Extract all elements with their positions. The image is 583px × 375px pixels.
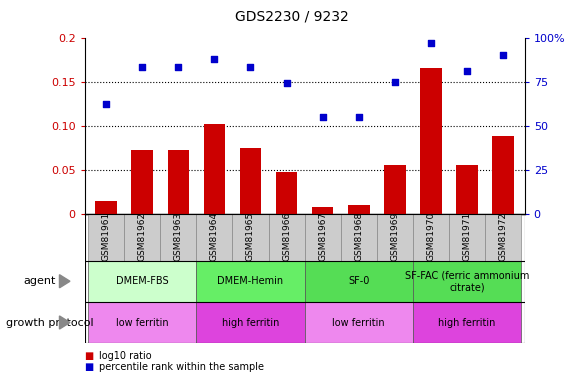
Point — [246, 64, 255, 70]
Point — [282, 80, 292, 86]
Text: GSM81966: GSM81966 — [282, 211, 291, 261]
Point — [426, 40, 436, 46]
Point — [462, 68, 472, 74]
Bar — [131, 150, 153, 214]
Bar — [160, 214, 196, 261]
Point — [101, 102, 111, 108]
Text: GSM81962: GSM81962 — [138, 211, 147, 261]
Text: growth protocol: growth protocol — [6, 318, 93, 327]
Text: ■: ■ — [85, 362, 97, 372]
Bar — [456, 165, 478, 214]
Text: GSM81967: GSM81967 — [318, 211, 327, 261]
Bar — [276, 172, 297, 214]
Text: GSM81965: GSM81965 — [246, 211, 255, 261]
Text: high ferritin: high ferritin — [438, 318, 496, 327]
Text: high ferritin: high ferritin — [222, 318, 279, 327]
Text: GSM81961: GSM81961 — [101, 211, 111, 261]
Bar — [305, 302, 413, 343]
Point — [174, 64, 183, 70]
Bar — [196, 302, 305, 343]
Bar — [305, 214, 340, 261]
Text: GSM81971: GSM81971 — [462, 211, 472, 261]
Point — [390, 79, 399, 85]
Text: GSM81970: GSM81970 — [426, 211, 436, 261]
Bar — [413, 261, 521, 302]
Text: GDS2230 / 9232: GDS2230 / 9232 — [234, 9, 349, 23]
Bar — [449, 214, 485, 261]
Point — [354, 114, 363, 120]
Text: DMEM-Hemin: DMEM-Hemin — [217, 276, 283, 286]
Bar — [413, 302, 521, 343]
Text: GSM81964: GSM81964 — [210, 211, 219, 261]
Bar — [377, 214, 413, 261]
Bar — [203, 124, 225, 214]
Bar — [196, 214, 233, 261]
Point — [210, 56, 219, 62]
Text: percentile rank within the sample: percentile rank within the sample — [99, 362, 264, 372]
Text: ■: ■ — [85, 351, 97, 361]
Bar — [413, 214, 449, 261]
Bar — [340, 214, 377, 261]
Text: low ferritin: low ferritin — [332, 318, 385, 327]
Bar — [88, 302, 196, 343]
Text: GSM81972: GSM81972 — [498, 211, 508, 261]
Bar — [240, 148, 261, 214]
Bar — [196, 261, 305, 302]
Text: SF-0: SF-0 — [348, 276, 370, 286]
Bar — [88, 261, 196, 302]
Bar — [485, 214, 521, 261]
Bar — [124, 214, 160, 261]
Point — [138, 64, 147, 70]
Point — [318, 114, 327, 120]
Text: GSM81968: GSM81968 — [354, 211, 363, 261]
Bar — [348, 205, 370, 214]
Text: GSM81969: GSM81969 — [390, 211, 399, 261]
Bar — [88, 214, 124, 261]
Bar — [96, 201, 117, 214]
Text: DMEM-FBS: DMEM-FBS — [116, 276, 168, 286]
Bar — [312, 207, 333, 214]
Text: SF-FAC (ferric ammonium
citrate): SF-FAC (ferric ammonium citrate) — [405, 270, 529, 292]
Text: log10 ratio: log10 ratio — [99, 351, 152, 361]
Text: low ferritin: low ferritin — [116, 318, 168, 327]
Bar — [384, 165, 406, 214]
Bar — [305, 261, 413, 302]
Bar — [420, 68, 442, 214]
Bar — [167, 150, 189, 214]
Bar — [492, 136, 514, 214]
Bar — [269, 214, 305, 261]
Point — [498, 52, 508, 58]
Bar — [233, 214, 269, 261]
Text: agent: agent — [23, 276, 56, 286]
Text: GSM81963: GSM81963 — [174, 211, 183, 261]
